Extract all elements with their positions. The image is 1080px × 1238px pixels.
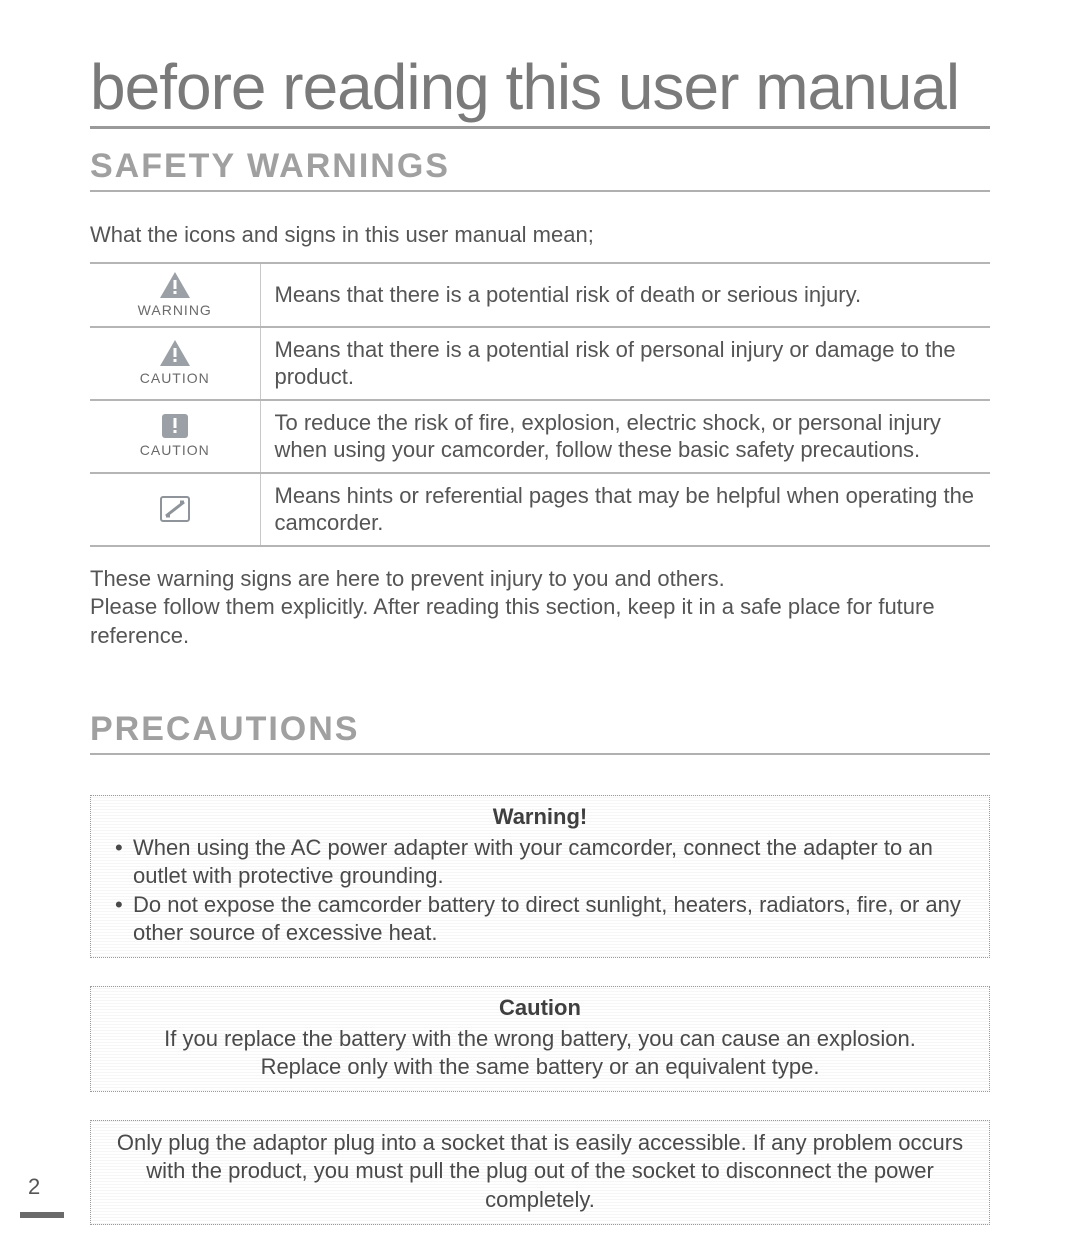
- note-icon: [158, 494, 192, 524]
- warning-triangle-icon: [158, 270, 192, 300]
- caution-box: Caution If you replace the battery with …: [90, 986, 990, 1092]
- icon-description: Means that there is a potential risk of …: [260, 327, 990, 400]
- warning-item: When using the AC power adapter with you…: [115, 834, 971, 890]
- warning-item: Do not expose the camcorder battery to d…: [115, 891, 971, 947]
- warning-triangle-icon: [158, 338, 192, 368]
- table-row: Means hints or referential pages that ma…: [90, 473, 990, 546]
- warning-box-title: Warning!: [109, 804, 971, 830]
- icon-cell: CAUTION: [90, 400, 260, 473]
- icon-description: Means that there is a potential risk of …: [260, 263, 990, 327]
- caution-square-icon: [160, 412, 190, 440]
- icon-cell: WARNING: [90, 263, 260, 327]
- icon-cell: [90, 473, 260, 546]
- warning-box: Warning! When using the AC power adapter…: [90, 795, 990, 958]
- table-row: CAUTION To reduce the risk of fire, expl…: [90, 400, 990, 473]
- safety-footer-line: Please follow them explicitly. After rea…: [90, 593, 990, 650]
- page-number: 2: [28, 1174, 40, 1200]
- caution-line: If you replace the battery with the wron…: [109, 1025, 971, 1053]
- caution-line: Replace only with the same battery or an…: [109, 1053, 971, 1081]
- icon-label: CAUTION: [140, 370, 210, 388]
- page-title: before reading this user manual: [90, 50, 990, 129]
- table-row: WARNING Means that there is a potential …: [90, 263, 990, 327]
- safety-footer-text: These warning signs are here to prevent …: [90, 565, 990, 651]
- precautions-heading: PRECAUTIONS: [90, 710, 990, 755]
- table-row: CAUTION Means that there is a potential …: [90, 327, 990, 400]
- icon-description: Means hints or referential pages that ma…: [260, 473, 990, 546]
- page-number-mark: [20, 1212, 64, 1218]
- icon-label: WARNING: [138, 302, 212, 320]
- icon-meaning-table: WARNING Means that there is a potential …: [90, 262, 990, 547]
- icon-label: CAUTION: [140, 442, 210, 460]
- manual-page: before reading this user manual SAFETY W…: [0, 0, 1080, 1225]
- safety-heading: SAFETY WARNINGS: [90, 147, 990, 192]
- safety-footer-line: These warning signs are here to prevent …: [90, 565, 990, 594]
- icon-cell: CAUTION: [90, 327, 260, 400]
- plug-notice-box: Only plug the adaptor plug into a socket…: [90, 1120, 990, 1224]
- plug-notice-text: Only plug the adaptor plug into a socket…: [109, 1129, 971, 1213]
- icon-description: To reduce the risk of fire, explosion, e…: [260, 400, 990, 473]
- caution-box-title: Caution: [109, 995, 971, 1021]
- safety-intro: What the icons and signs in this user ma…: [90, 222, 990, 248]
